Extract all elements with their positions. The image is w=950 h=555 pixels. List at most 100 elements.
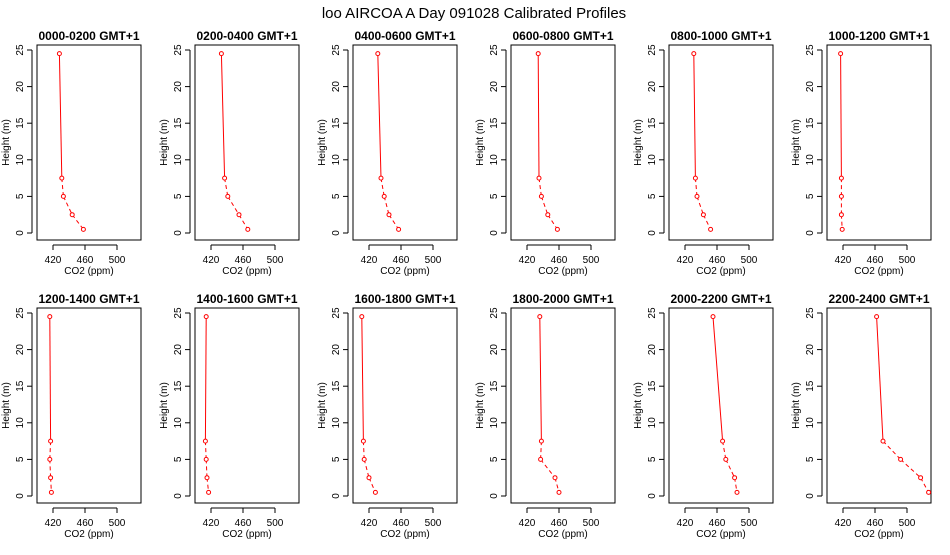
y-axis-label: Height (m): [791, 119, 802, 166]
data-point: [359, 314, 365, 320]
x-tick-label: 460: [551, 255, 568, 266]
x-tick-label: 500: [109, 518, 126, 529]
y-axis-label: Height (m): [475, 119, 486, 166]
y-tick-label: 5: [331, 456, 342, 462]
data-point: [236, 212, 242, 218]
series-segment: [540, 196, 549, 215]
series-segment: [540, 441, 542, 460]
x-axis-label: CO2 (ppm): [696, 266, 745, 277]
panel-title: 0600-0800 GMT+1: [512, 29, 613, 43]
series-segment: [205, 459, 208, 478]
y-tick-label: 20: [173, 81, 184, 93]
y-tick-label: 20: [331, 344, 342, 356]
data-point: [47, 314, 53, 320]
panel-title: 2200-2400 GMT+1: [828, 292, 929, 306]
x-tick-label: 500: [741, 518, 758, 529]
y-tick-label: 5: [331, 193, 342, 199]
x-axis-label: CO2 (ppm): [538, 266, 587, 277]
data-point: [203, 314, 209, 320]
x-tick-label: 460: [867, 518, 884, 529]
y-tick-label: 25: [15, 307, 26, 319]
data-point: [48, 475, 54, 481]
data-point: [69, 212, 75, 218]
y-axis-label: Height (m): [791, 382, 802, 429]
y-tick-label: 10: [489, 154, 500, 166]
plot-frame: [826, 44, 932, 241]
panel-title: 2000-2200 GMT+1: [670, 292, 771, 306]
y-tick-label: 10: [647, 154, 658, 166]
y-tick-label: 0: [647, 230, 658, 236]
panel-title: 1000-1200 GMT+1: [828, 29, 929, 43]
panel-title: 1200-1400 GMT+1: [38, 292, 139, 306]
data-point: [839, 226, 845, 232]
x-tick-label: 420: [203, 518, 220, 529]
y-axis-label: Height (m): [1, 119, 12, 166]
y-tick-label: 20: [15, 81, 26, 93]
data-point: [386, 212, 392, 218]
series-segment: [224, 178, 229, 197]
x-tick-label: 420: [677, 518, 694, 529]
series-segment: [694, 178, 698, 197]
x-axis-label: CO2 (ppm): [380, 529, 429, 540]
y-axis-label: Height (m): [633, 382, 644, 429]
x-axis-label: CO2 (ppm): [64, 529, 113, 540]
series-segment: [49, 441, 52, 460]
data-point: [537, 314, 543, 320]
x-tick-label: 420: [677, 255, 694, 266]
y-tick-label: 10: [15, 154, 26, 166]
y-axis-label: Height (m): [317, 382, 328, 429]
y-axis-label: Height (m): [317, 119, 328, 166]
series-segment: [693, 53, 696, 179]
data-point: [396, 226, 402, 232]
data-point: [926, 489, 932, 495]
y-tick-label: 0: [15, 230, 26, 236]
series-segment: [540, 459, 556, 479]
panel-title: 0400-0600 GMT+1: [354, 29, 455, 43]
series-segment: [712, 316, 724, 442]
data-point: [203, 456, 209, 462]
x-tick-label: 500: [583, 518, 600, 529]
x-tick-label: 460: [709, 255, 726, 266]
series-segment: [547, 214, 558, 230]
series-segment: [388, 214, 400, 230]
x-axis-label: CO2 (ppm): [222, 529, 271, 540]
series-segment: [554, 477, 560, 493]
y-tick-label: 0: [331, 493, 342, 499]
y-tick-label: 15: [489, 380, 500, 392]
y-tick-label: 25: [331, 307, 342, 319]
data-point: [538, 456, 544, 462]
y-tick-label: 20: [331, 81, 342, 93]
series-segment: [722, 441, 727, 460]
data-point: [48, 489, 54, 495]
x-tick-label: 500: [899, 255, 916, 266]
y-tick-label: 20: [489, 81, 500, 93]
data-point: [538, 193, 544, 199]
data-point: [536, 175, 542, 181]
data-point: [554, 226, 560, 232]
y-tick-label: 5: [647, 456, 658, 462]
data-point: [535, 51, 541, 57]
data-point: [723, 456, 729, 462]
y-tick-label: 0: [489, 493, 500, 499]
x-tick-label: 500: [109, 255, 126, 266]
y-axis-label: Height (m): [1, 382, 12, 429]
series-segment: [725, 459, 736, 478]
y-tick-label: 15: [331, 117, 342, 129]
y-tick-label: 5: [173, 456, 184, 462]
plot-frame: [510, 44, 616, 241]
data-point: [874, 314, 880, 320]
data-point: [202, 438, 208, 444]
y-tick-label: 0: [805, 493, 816, 499]
y-tick-label: 0: [805, 230, 816, 236]
y-tick-label: 5: [489, 193, 500, 199]
y-tick-label: 15: [15, 380, 26, 392]
x-tick-label: 420: [519, 255, 536, 266]
x-tick-label: 420: [45, 255, 62, 266]
x-axis-label: CO2 (ppm): [380, 266, 429, 277]
series-segment: [71, 214, 84, 230]
x-tick-label: 420: [835, 518, 852, 529]
